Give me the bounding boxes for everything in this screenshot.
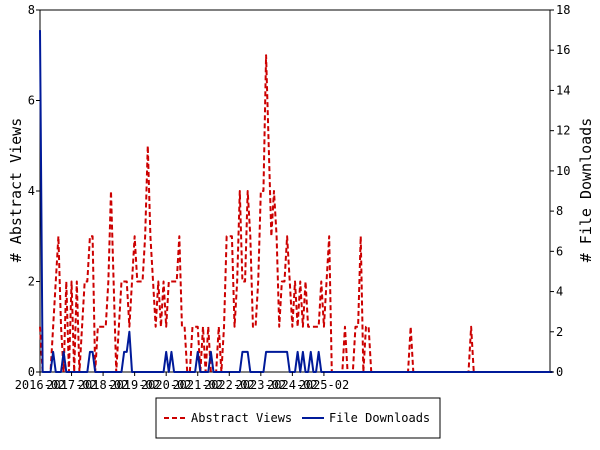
legend-label-file-downloads: File Downloads — [329, 411, 430, 425]
x-tick-label: 2016-02 — [15, 378, 66, 392]
left-axis-title: # Abstract Views — [7, 118, 25, 263]
right-axis-title: # File Downloads — [577, 118, 595, 263]
right-y-tick-label: 0 — [556, 365, 563, 379]
plot-frame — [39, 9, 551, 373]
right-y-tick-label: 14 — [556, 83, 570, 97]
right-y-tick-label: 8 — [556, 204, 563, 218]
left-y-tick-label: 8 — [28, 3, 35, 17]
left-y-tick-label: 2 — [28, 275, 35, 289]
series-line-abstract-views — [39, 54, 550, 373]
plot-area — [39, 9, 551, 373]
x-tick-label: 2023-02 — [236, 378, 287, 392]
x-axis-ticks: 2016-022017-022018-022019-022020-022021-… — [15, 372, 349, 392]
x-tick-label: 2025-02 — [299, 378, 350, 392]
x-tick-label: 2019-02 — [109, 378, 160, 392]
series-line-file-downloads — [39, 30, 553, 373]
legend-box — [155, 397, 441, 439]
right-y-tick-label: 4 — [556, 285, 563, 299]
right-y-tick-label: 10 — [556, 164, 570, 178]
left-y-axis-ticks: 0 2 4 6 8 — [28, 3, 40, 379]
right-y-tick-label: 2 — [556, 325, 563, 339]
right-y-axis-ticks: 0 2 4 6 8 10 12 14 16 18 — [550, 3, 570, 379]
x-tick-label: 2022-02 — [204, 378, 255, 392]
left-y-tick-label: 6 — [28, 94, 35, 108]
right-y-tick-label: 6 — [556, 244, 563, 258]
left-y-tick-label: 0 — [28, 365, 35, 379]
left-y-tick-label: 4 — [28, 184, 35, 198]
right-y-tick-label: 16 — [556, 43, 570, 57]
x-tick-label: 2021-02 — [172, 378, 223, 392]
right-y-tick-label: 18 — [556, 3, 570, 17]
series-lines — [39, 30, 553, 373]
legend: Abstract Views File Downloads — [155, 397, 441, 439]
right-y-tick-label: 12 — [556, 124, 570, 138]
x-tick-label: 2024-02 — [267, 378, 318, 392]
x-tick-label: 2017-02 — [46, 378, 97, 392]
x-tick-label: 2020-02 — [141, 378, 192, 392]
legend-label-abstract-views: Abstract Views — [191, 411, 292, 425]
x-tick-label: 2018-02 — [78, 378, 129, 392]
